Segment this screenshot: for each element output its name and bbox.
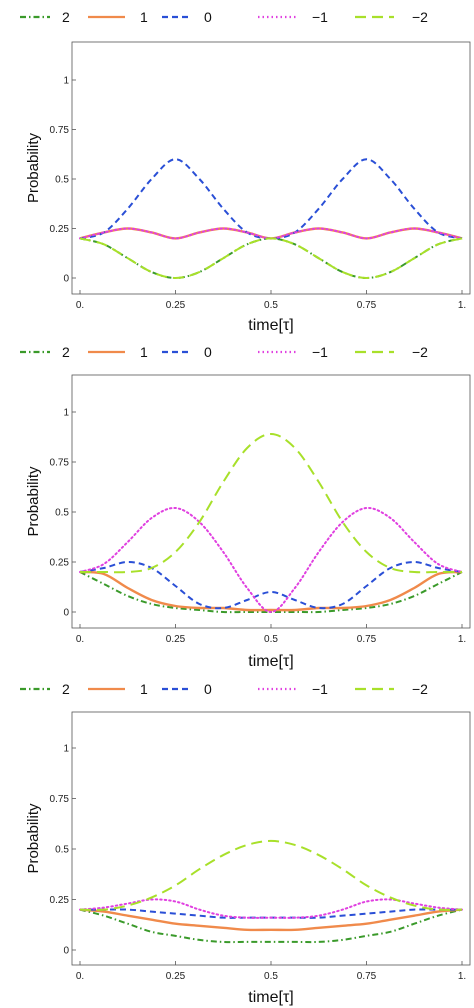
y-tick-label: 0 — [63, 946, 69, 957]
x-axis-title: time[τ] — [248, 989, 293, 1006]
y-axis-title: Probability — [25, 132, 42, 203]
legend-label: −2 — [412, 344, 428, 360]
y-axis-title: Probability — [25, 466, 42, 537]
series-line-2 — [79, 908, 463, 932]
legend-label: −2 — [412, 9, 428, 25]
x-tick-label: 0.75 — [357, 971, 377, 982]
x-tick-label: 0.25 — [166, 971, 186, 982]
x-tick-label: 0. — [76, 971, 84, 982]
legend-label: 0 — [204, 9, 212, 25]
series-line-4 — [79, 898, 463, 919]
series-line-2 — [79, 570, 463, 612]
series-line-5 — [79, 432, 462, 574]
y-tick-label: 0.25 — [50, 558, 70, 569]
series-line-1 — [79, 908, 463, 944]
legend-label: −1 — [312, 344, 328, 360]
x-tick-label: 1. — [458, 300, 466, 311]
x-tick-label: 0.25 — [166, 634, 186, 645]
x-axis-title: time[τ] — [248, 317, 293, 334]
x-tick-label: 1. — [458, 971, 466, 982]
x-tick-label: 0.5 — [264, 971, 278, 982]
y-tick-label: 0.25 — [50, 895, 70, 906]
legend-label: 0 — [204, 681, 212, 697]
plot-frame — [71, 41, 471, 295]
legend-label: 2 — [62, 9, 70, 25]
legend-label: −1 — [312, 9, 328, 25]
plot-frame — [71, 711, 471, 966]
y-tick-label: 1 — [63, 408, 69, 419]
x-axis-title: time[τ] — [248, 653, 293, 670]
legend-label: 1 — [140, 681, 148, 697]
series-line-1 — [79, 237, 463, 280]
y-tick-label: 0 — [63, 608, 69, 619]
series-line-5 — [79, 839, 463, 911]
x-tick-label: 0.75 — [357, 300, 377, 311]
y-tick-label: 0.75 — [50, 794, 70, 805]
x-tick-label: 0.25 — [166, 300, 186, 311]
legend-label: 1 — [140, 9, 148, 25]
chart-panel-2: 2 1 0 −1 −2 0 0.25 0.5 0.75 1 0. 0.25 0.5 0.75 1. time[… — [20, 344, 471, 670]
y-tick-label: 1 — [63, 76, 69, 87]
x-tick-label: 1. — [458, 634, 466, 645]
y-tick-label: 0.75 — [50, 125, 70, 136]
x-tick-label: 0.75 — [357, 634, 377, 645]
legend-label: 2 — [62, 344, 70, 360]
x-tick-label: 0.5 — [264, 634, 278, 645]
y-tick-label: 0.75 — [50, 458, 70, 469]
y-tick-label: 0 — [63, 274, 69, 285]
legend-label: −2 — [412, 681, 428, 697]
legend-label: 2 — [62, 681, 70, 697]
y-tick-label: 0.5 — [55, 845, 69, 856]
x-tick-label: 0. — [76, 634, 84, 645]
legend-label: 1 — [140, 344, 148, 360]
y-tick-label: 0.25 — [50, 224, 70, 235]
y-tick-label: 0.5 — [55, 508, 69, 519]
x-tick-label: 0. — [76, 300, 84, 311]
legend-label: −1 — [312, 681, 328, 697]
y-tick-label: 0.5 — [55, 175, 69, 186]
legend-label: 0 — [204, 344, 212, 360]
chart-panel-1: 2 1 0 −1 −2 0 0.25 0.5 0.75 1 0. 0.25 0.5 0.75 1. time[… — [20, 9, 471, 334]
series-line-3 — [79, 560, 463, 610]
series-line-4 — [79, 227, 463, 240]
chart-panel-3: 2 1 0 −1 −2 0 0.25 0.5 0.75 1 0. 0.25 0.5 0.75 1. time[… — [20, 681, 471, 1006]
y-tick-label: 1 — [63, 744, 69, 755]
series-line-4 — [79, 506, 463, 614]
series-line-5 — [79, 237, 463, 280]
y-axis-title: Probability — [25, 803, 42, 874]
series-line-3 — [79, 158, 463, 240]
x-tick-label: 0.5 — [264, 300, 278, 311]
